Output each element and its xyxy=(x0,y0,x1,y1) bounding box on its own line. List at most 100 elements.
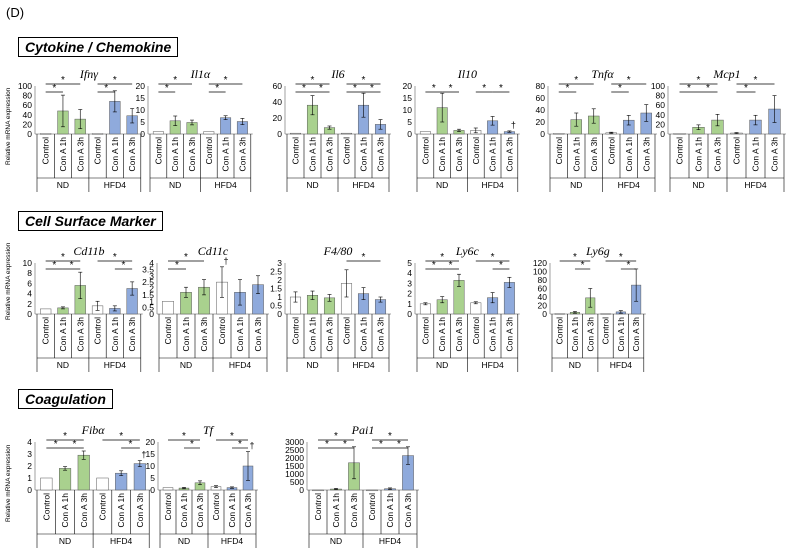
chart-12-sig-star-0: * xyxy=(54,439,58,450)
chart-7-cat-label-3: Control xyxy=(93,317,103,345)
chart-1-sig-star-2: * xyxy=(104,83,108,94)
chart-4-ytick-4: 20 xyxy=(403,81,413,91)
chart-3-sig-star-0: * xyxy=(302,83,306,94)
chart-14-ytick-1: 500 xyxy=(290,477,304,487)
chart-1-group-label-1: HFD4 xyxy=(104,180,126,190)
chart-9-group-label-0: ND xyxy=(306,360,318,370)
chart-4-cat-label-2: Con A 3h xyxy=(454,137,464,172)
chart-1-cat-label-4: Con A 1h xyxy=(110,137,120,172)
chart-8-cat-label-1: Con A 1h xyxy=(181,317,191,352)
chart-14-bar-0 xyxy=(312,489,324,492)
chart-10-cat-label-1: Con A 1h xyxy=(437,317,447,352)
chart-12-cat-label-3: Control xyxy=(97,493,107,521)
chart-8-ytick-3: 1.5 xyxy=(142,290,154,300)
chart-1-cat-label-1: Con A 1h xyxy=(58,137,68,172)
chart-1-sig-star-3: * xyxy=(113,75,117,86)
chart-12-cat-label-4: Con A 1h xyxy=(116,493,126,528)
chart-9-ytick-5: 2.5 xyxy=(270,267,282,277)
chart-2-cat-label-0: Control xyxy=(153,137,163,165)
chart-5-title: Tnfα xyxy=(591,67,614,81)
chart-10-ytick-0: 0 xyxy=(407,309,412,319)
chart-12-bar-3 xyxy=(96,477,109,491)
chart-14-sig-star-1: * xyxy=(343,439,347,450)
chart-2-bar-0 xyxy=(152,131,164,135)
chart-3-bar-0 xyxy=(289,132,302,135)
chart-13-cat-label-4: Con A 1h xyxy=(227,493,237,528)
chart-10-cat-label-5: Con A 3h xyxy=(504,317,514,352)
chart-13-cat-label-0: Control xyxy=(163,493,173,521)
chart-13-ytick-0: 0 xyxy=(150,485,155,495)
chart-3-sig-star-5: * xyxy=(362,75,366,86)
chart-6-cat-label-5: Con A 3h xyxy=(770,137,780,172)
chart-6-ytick-5: 100 xyxy=(651,81,665,91)
chart-14-cat-label-5: Con A 3h xyxy=(403,493,413,528)
chart-12-sig-star-4: * xyxy=(119,431,123,442)
chart-4-bar-0 xyxy=(419,131,431,135)
chart-8-group-label-1: HFD4 xyxy=(229,360,251,370)
chart-3-group-label-0: ND xyxy=(306,180,318,190)
chart-1-group-label-0: ND xyxy=(57,180,69,190)
chart-3-cat-label-3: Control xyxy=(342,137,352,165)
chart-5-cat-label-0: Control xyxy=(554,137,564,165)
chart-1-ytick-5: 100 xyxy=(18,81,32,91)
chart-14-sig-star-4: * xyxy=(397,439,401,450)
chart-1-sig-star-1: * xyxy=(61,75,65,86)
chart-8-ytick-8: 4 xyxy=(149,258,154,268)
chart-8-sig-star-1: * xyxy=(184,252,188,263)
chart-1-bar-3 xyxy=(91,133,104,135)
chart-1-ytick-4: 80 xyxy=(23,91,33,101)
chart-12-group-label-0: ND xyxy=(59,536,71,546)
chart-7-title: Cd11b xyxy=(73,244,104,258)
chart-5-bar-0 xyxy=(553,133,565,135)
chart-7-bar-0 xyxy=(40,308,52,315)
chart-8-cat-label-3: Control xyxy=(217,317,227,345)
chart-2-cat-label-3: Control xyxy=(204,137,214,165)
chart-4-group-label-0: ND xyxy=(436,180,448,190)
chart-4-ytick-1: 5 xyxy=(407,117,412,127)
chart-14-group-label-0: ND xyxy=(330,536,342,546)
chart-4-cat-label-1: Con A 1h xyxy=(437,137,447,172)
chart-14-sig-star-2: * xyxy=(334,431,338,442)
chart-13-dagger-0: † xyxy=(249,441,254,451)
chart-7-cat-label-5: Con A 3h xyxy=(127,317,137,352)
chart-11-sig-star-2: * xyxy=(627,260,631,271)
chart-4-ytick-3: 15 xyxy=(403,93,413,103)
chart-1-ytick-0: 0 xyxy=(27,129,32,139)
chart-6-sig-star-3: * xyxy=(744,83,748,94)
chart-12-cat-label-0: Control xyxy=(41,493,51,521)
chart-13-cat-label-1: Con A 1h xyxy=(179,493,189,528)
chart-13-bar-0 xyxy=(162,487,174,491)
chart-3-sig-star-3: * xyxy=(353,83,357,94)
chart-6-group-label-0: ND xyxy=(692,180,704,190)
chart-9-cat-label-5: Con A 3h xyxy=(376,317,386,352)
chart-2-sig-star-3: * xyxy=(224,75,228,86)
chart-13-sig-star-2: * xyxy=(238,439,242,450)
chart-7-cat-label-2: Con A 3h xyxy=(75,317,85,352)
chart-2-ytick-3: 15 xyxy=(136,93,146,103)
chart-10-bar-3 xyxy=(470,302,482,315)
chart-4-ytick-0: 0 xyxy=(407,129,412,139)
chart-13-cat-label-5: Con A 3h xyxy=(243,493,253,528)
chart-8-cat-label-0: Control xyxy=(163,317,173,345)
chart-6-ytick-2: 40 xyxy=(656,110,666,120)
chart-2-bar-3 xyxy=(203,131,215,135)
chart-10-bar-0 xyxy=(419,303,431,315)
chart-13-group-label-1: HFD4 xyxy=(221,536,243,546)
section-title-cytokine: Cytokine / Chemokine xyxy=(18,37,179,57)
chart-7-ytick-3: 6 xyxy=(27,278,32,288)
chart-8-bar-0 xyxy=(162,301,174,315)
chart-4-sig-star-0: * xyxy=(432,83,436,94)
chart-4-sig-star-3: * xyxy=(499,83,503,94)
chart-2-ytick-1: 5 xyxy=(140,117,145,127)
chart-6-sig-star-2: * xyxy=(697,75,701,86)
chart-14-ytick-6: 3000 xyxy=(285,437,304,447)
chart-1-cat-label-2: Con A 3h xyxy=(75,137,85,172)
chart-14-cat-label-2: Con A 3h xyxy=(349,493,359,528)
chart-14-bar-3 xyxy=(366,489,378,492)
chart-11-ytick-3: 60 xyxy=(538,284,548,294)
chart-9-group-label-1: HFD4 xyxy=(352,360,374,370)
chart-2-ytick-4: 20 xyxy=(136,81,146,91)
chart-10-title: Ly6c xyxy=(455,244,480,258)
chart-12-bar-0 xyxy=(40,477,53,491)
chart-10-sig-star-0: * xyxy=(432,260,436,271)
